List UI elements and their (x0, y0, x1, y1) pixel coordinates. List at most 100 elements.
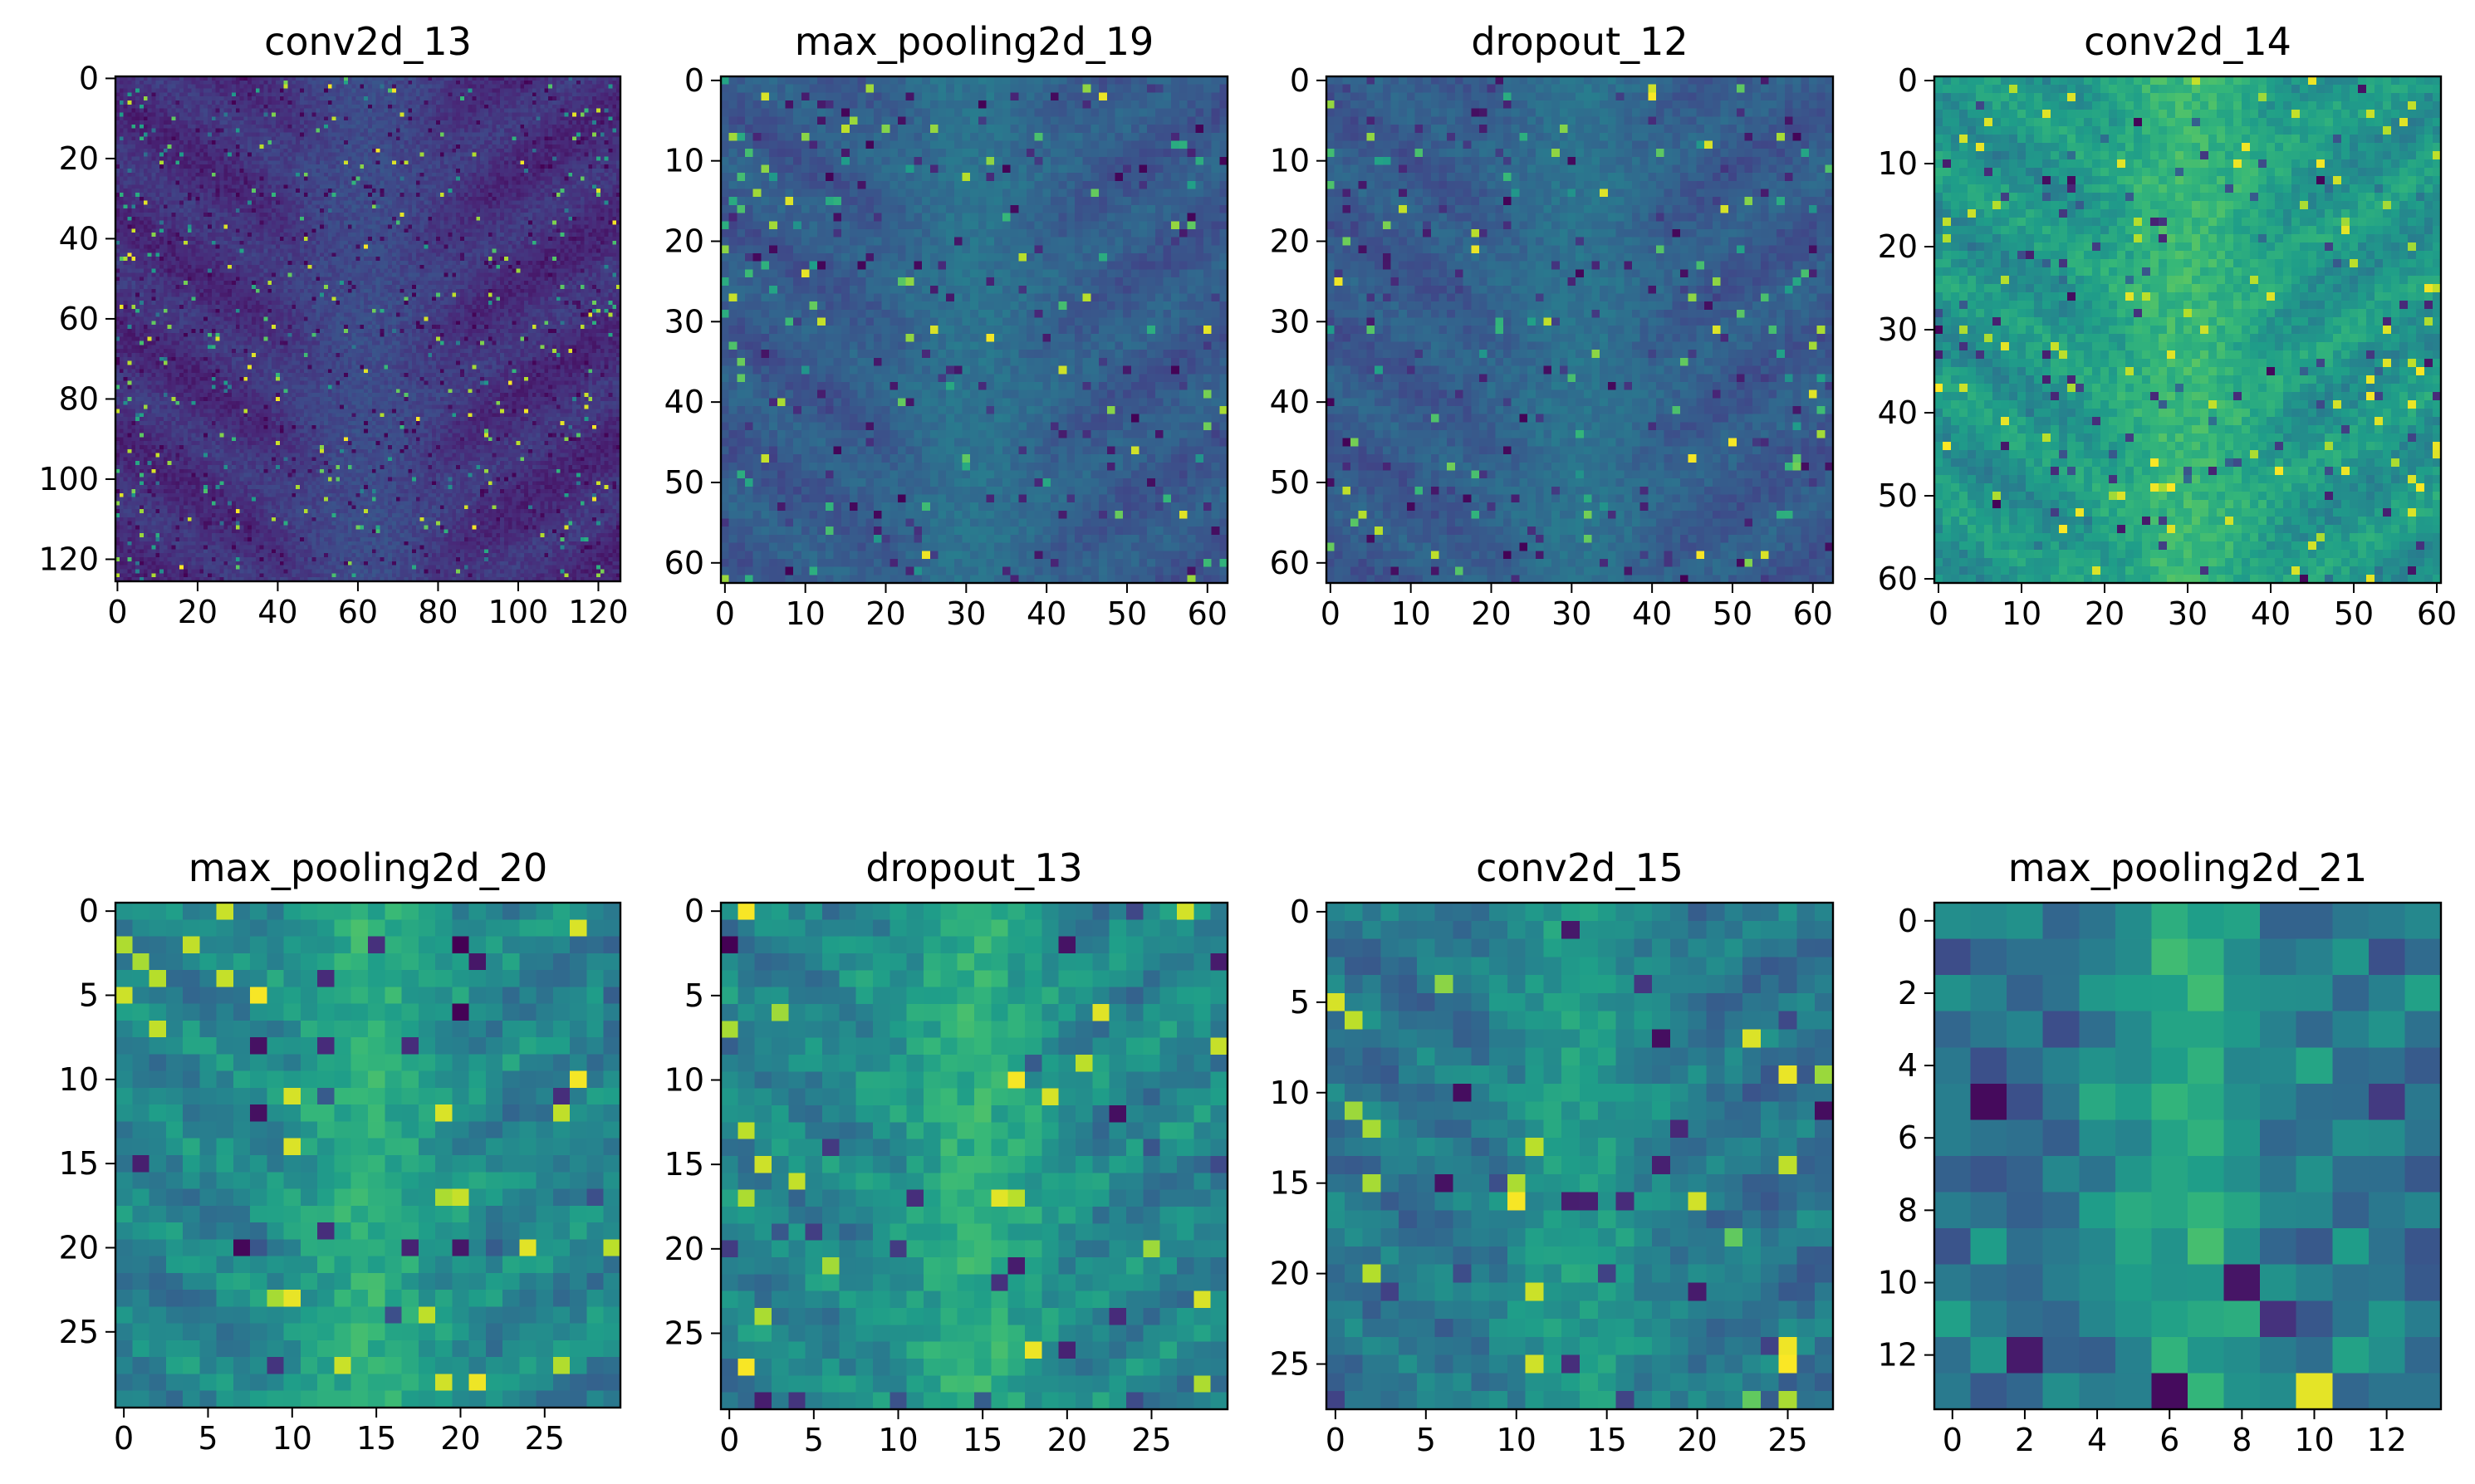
heatmap-cell (540, 100, 544, 105)
heatmap-cell (175, 140, 179, 144)
heatmap-cell (552, 149, 556, 153)
heatmap-cell (428, 197, 432, 201)
heatmap-cell (172, 88, 176, 92)
heatmap-cell (272, 208, 276, 213)
heatmap-cell (199, 105, 203, 109)
heatmap-cell (164, 233, 168, 237)
heatmap-cell (276, 204, 280, 208)
heatmap-cell (500, 208, 504, 213)
heatmap-cell (408, 217, 412, 221)
heatmap-cell (276, 109, 280, 113)
heatmap-cell (517, 213, 521, 217)
heatmap-cell (168, 144, 172, 149)
heatmap-cell (127, 180, 131, 184)
heatmap-cell (135, 85, 140, 89)
heatmap-cell (360, 129, 364, 133)
heatmap-cell (504, 193, 508, 197)
heatmap-cell (556, 169, 561, 173)
heatmap-cell (512, 125, 517, 129)
heatmap-cell (188, 177, 192, 181)
heatmap-cell (216, 193, 220, 197)
heatmap-cell (236, 197, 240, 201)
heatmap-cell (324, 225, 328, 229)
heatmap-cell (596, 201, 600, 205)
heatmap-cell (572, 225, 576, 229)
heatmap-cell (308, 217, 312, 221)
heatmap-cell (448, 125, 453, 129)
heatmap-cell (232, 96, 236, 100)
heatmap-cell (408, 136, 412, 140)
heatmap-cell (308, 180, 312, 184)
heatmap-cell (228, 85, 232, 89)
heatmap-cell (243, 116, 248, 120)
heatmap-cell (496, 160, 500, 164)
heatmap-cell (448, 208, 453, 213)
heatmap-cell (324, 85, 328, 89)
heatmap-cell (576, 92, 581, 96)
heatmap-cell (488, 109, 493, 113)
heatmap-cell (124, 105, 128, 109)
heatmap-cell (512, 109, 517, 113)
heatmap-cell (192, 233, 196, 237)
heatmap-cell (267, 81, 272, 85)
heatmap-cell (308, 169, 312, 173)
heatmap-cell (572, 169, 576, 173)
heatmap-cell (528, 140, 532, 144)
heatmap-cell (356, 81, 360, 85)
heatmap-cell (219, 233, 223, 237)
heatmap-cell (520, 100, 524, 105)
heatmap-cell (175, 189, 179, 193)
heatmap-cell (392, 136, 396, 140)
heatmap-cell (159, 85, 164, 89)
heatmap-cell (376, 197, 380, 201)
heatmap-cell (332, 208, 336, 213)
heatmap-cell (175, 225, 179, 229)
heatmap-cell (500, 189, 504, 193)
heatmap-cell (272, 169, 276, 173)
heatmap-cell (537, 208, 541, 213)
heatmap-cell (127, 116, 131, 120)
heatmap-cell (120, 184, 124, 189)
heatmap-cell (348, 177, 352, 181)
heatmap-cell (544, 149, 548, 153)
heatmap-cell (356, 153, 360, 157)
heatmap-cell (267, 221, 272, 225)
heatmap-cell (444, 88, 448, 92)
heatmap-cell (581, 88, 585, 92)
heatmap-cell (316, 233, 320, 237)
heatmap-cell (540, 112, 544, 116)
heatmap-cell (131, 217, 135, 221)
heatmap-cell (472, 120, 476, 125)
heatmap-cell (428, 100, 432, 105)
heatmap-cell (537, 85, 541, 89)
heatmap-cell (448, 153, 453, 157)
heatmap-cell (568, 228, 572, 233)
heatmap-cell (188, 180, 192, 184)
heatmap-cell (476, 120, 480, 125)
heatmap-cell (468, 144, 473, 149)
heatmap-cell (537, 177, 541, 181)
heatmap-cell (267, 173, 272, 177)
heatmap-cell (561, 189, 565, 193)
heatmap-cell (155, 116, 159, 120)
heatmap-cell (336, 144, 340, 149)
heatmap-cell (348, 140, 352, 144)
heatmap-cell (404, 109, 408, 113)
heatmap-cell (408, 100, 412, 105)
heatmap-cell (140, 120, 144, 125)
heatmap-cell (544, 213, 548, 217)
heatmap-cell (552, 193, 556, 197)
heatmap-cell (520, 112, 524, 116)
heatmap-cell (368, 157, 372, 161)
heatmap-cell (500, 228, 504, 233)
heatmap-cell (316, 92, 320, 96)
heatmap-cell (440, 105, 444, 109)
heatmap-cell (140, 157, 144, 161)
heatmap-cell (151, 157, 155, 161)
heatmap-cell (540, 189, 544, 193)
heatmap-cell (552, 189, 556, 193)
heatmap-cell (360, 189, 364, 193)
heatmap-cell (592, 193, 596, 197)
heatmap-cell (392, 116, 396, 120)
heatmap-cell (480, 221, 484, 225)
